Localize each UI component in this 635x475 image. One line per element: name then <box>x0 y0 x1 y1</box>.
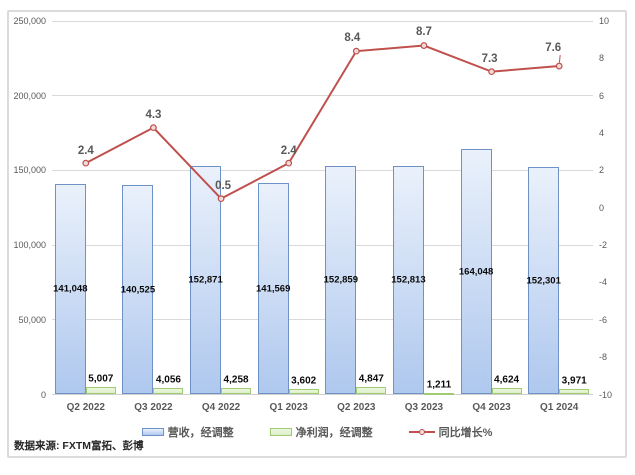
revenue-bar-label: 141,048 <box>53 283 88 295</box>
revenue-legend-swatch <box>141 428 164 436</box>
profit-bar <box>491 387 522 395</box>
growth-label-leader <box>558 55 561 63</box>
profit-bar-label: 5,007 <box>88 373 114 385</box>
revenue-bar <box>122 184 154 395</box>
profit-bar-label: 3,971 <box>561 375 587 387</box>
legend-label-profit: 净利润，经调整 <box>295 427 373 439</box>
revenue-bar <box>190 166 222 395</box>
right-axis-tick: 4 <box>599 128 605 139</box>
x-axis-label: Q3 2022 <box>134 402 173 413</box>
legend-item-growth: 同比增长% <box>408 424 493 440</box>
right-axis-tick: -8 <box>599 352 608 363</box>
revenue-bar <box>257 182 289 395</box>
source-note: 数据来源: FXTM富拓、彭博 <box>14 440 144 452</box>
x-axis-label: Q3 2023 <box>404 402 444 413</box>
growth-point-label: 8.4 <box>344 31 361 44</box>
growth-point-label: 4.3 <box>145 109 162 122</box>
right-axis-tick: -2 <box>599 240 608 251</box>
left-axis-tick: 150,000 <box>13 165 46 176</box>
legend-item-profit: 净利润，经调整 <box>269 424 373 440</box>
legend-label-growth: 同比增长% <box>438 427 493 439</box>
growth-point-label: 7.6 <box>545 41 562 54</box>
revenue-bar-label: 152,859 <box>323 274 358 286</box>
x-axis-label: Q4 2023 <box>472 402 511 413</box>
growth-point-marker <box>149 124 157 132</box>
profit-bar-label: 4,847 <box>358 373 384 385</box>
growth-point-marker <box>488 68 496 76</box>
profit-bar <box>288 389 319 395</box>
right-axis-tick: 8 <box>599 53 605 64</box>
right-axis-tick: 6 <box>599 90 605 101</box>
x-axis-label: Q4 2022 <box>201 402 241 413</box>
growth-point-label: 7.3 <box>481 53 498 66</box>
growth-point-label: 2.4 <box>280 144 297 157</box>
left-axis-tick: 100,000 <box>13 240 46 251</box>
growth-point-marker <box>420 42 428 49</box>
chart-frame <box>7 10 627 458</box>
growth-point-label: 2.4 <box>77 144 94 157</box>
revenue-bar <box>528 166 560 395</box>
right-axis-tick: -6 <box>599 314 608 325</box>
x-axis-label: Q1 2024 <box>540 402 579 413</box>
legend-item-revenue: 营收，经调整 <box>141 424 234 440</box>
x-axis-label: Q1 2023 <box>269 402 308 413</box>
profit-bar <box>221 388 252 395</box>
growth-line-path <box>85 44 560 200</box>
left-axis-tick: 200,000 <box>13 90 46 101</box>
revenue-bar-label: 152,871 <box>188 274 223 286</box>
growth-point-label: 8.7 <box>415 26 432 39</box>
growth-point-marker <box>82 159 90 167</box>
gridline <box>52 95 593 97</box>
gridline <box>52 169 593 171</box>
left-axis-tick: 250,000 <box>13 16 46 26</box>
right-axis-tick: 10 <box>599 16 610 26</box>
revenue-bar-label: 164,048 <box>458 266 494 278</box>
right-axis-tick: 2 <box>599 165 605 176</box>
growth-legend-swatch <box>408 428 435 436</box>
profit-bar-label: 3,602 <box>291 375 317 387</box>
growth-point-marker <box>285 159 293 167</box>
growth-point-marker <box>352 47 360 55</box>
legend-label-revenue: 营收，经调整 <box>167 427 234 439</box>
growth-line-plot <box>82 42 563 203</box>
revenue-bar-label: 141,569 <box>256 283 291 295</box>
growth-point-label: 0.5 <box>215 180 232 193</box>
profit-bar <box>423 392 454 395</box>
profit-bar-label: 4,056 <box>155 374 181 386</box>
left-axis-tick: 0 <box>40 389 46 400</box>
gridline <box>52 319 593 321</box>
revenue-bar-label: 152,813 <box>391 274 426 286</box>
right-axis-tick: 0 <box>599 202 605 213</box>
revenue-bar <box>460 149 492 395</box>
gridline <box>52 244 593 246</box>
right-axis-tick: -10 <box>599 389 613 400</box>
profit-bar <box>559 388 590 395</box>
revenue-bar-label: 152,301 <box>526 275 561 287</box>
x-axis-line <box>52 394 593 395</box>
revenue-bar-label: 140,525 <box>120 284 156 296</box>
left-axis-tick: 50,000 <box>18 314 46 325</box>
profit-bar-label: 4,624 <box>494 374 520 386</box>
growth-point-marker <box>555 62 563 70</box>
revenue-bar <box>54 183 86 395</box>
profit-bar-label: 4,258 <box>223 374 249 386</box>
revenue-bar <box>325 166 357 395</box>
x-axis-label: Q2 2023 <box>337 402 376 413</box>
profit-bar <box>153 388 184 395</box>
profit-bar <box>356 387 387 395</box>
growth-legend-marker <box>418 429 425 435</box>
profit-bar-label: 1,211 <box>426 379 452 390</box>
profit-bar <box>85 387 116 395</box>
revenue-bar <box>392 166 424 395</box>
growth-point-marker <box>217 195 225 203</box>
x-axis-label: Q2 2022 <box>66 402 105 413</box>
chart-legend: 营收，经调整 净利润，经调整 同比增长% <box>7 424 627 440</box>
right-axis-tick: -4 <box>599 277 608 288</box>
gridline <box>52 20 593 22</box>
profit-legend-swatch <box>269 428 292 436</box>
